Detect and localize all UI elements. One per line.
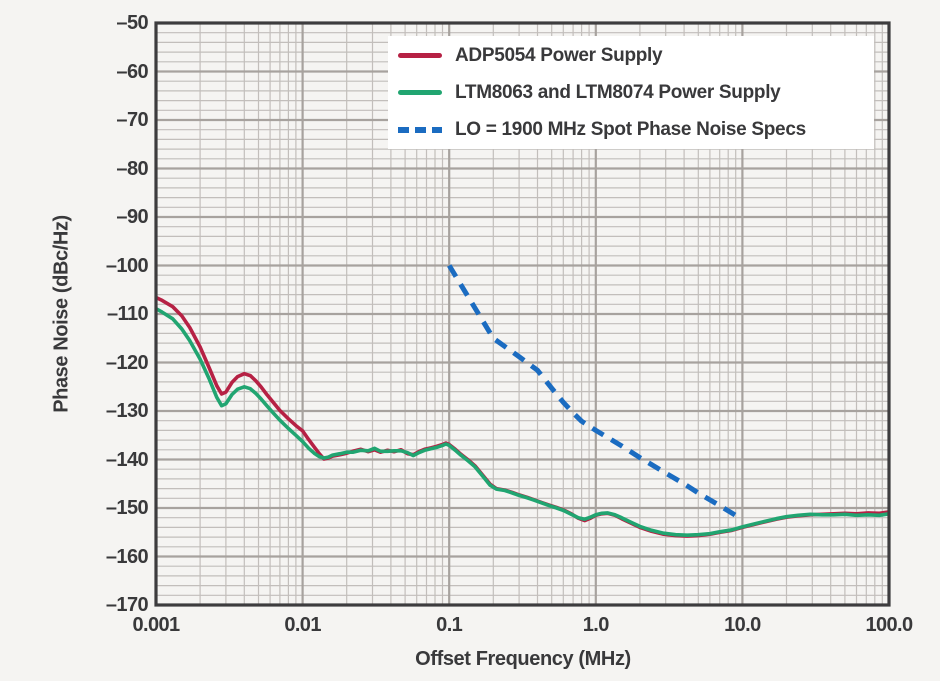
y-tick-label: –50 xyxy=(116,12,148,34)
dashed-line-swatch-icon xyxy=(398,126,442,133)
x-tick-label: 100.0 xyxy=(865,614,913,636)
y-tick-label: –110 xyxy=(107,303,149,325)
legend-item: ADP5054 Power Supply xyxy=(398,43,874,69)
y-axis-title: Phase Noise (dBc/Hz) xyxy=(50,215,73,413)
series-lo-spot-phase-noise-spec xyxy=(447,264,744,522)
y-tick-label: –130 xyxy=(105,400,149,422)
legend-item-label: ADP5054 Power Supply xyxy=(455,44,663,66)
y-tick-label: –170 xyxy=(105,594,149,616)
y-tick-label: –160 xyxy=(105,545,149,568)
legend-item: LO = 1900 MHz Spot Phase Noise Specs xyxy=(398,117,874,143)
legend: ADP5054 Power Supply LTM8063 and LTM8074 … xyxy=(388,36,874,149)
solid-line-swatch-icon xyxy=(398,53,442,58)
x-tick-label: 0.001 xyxy=(132,614,180,636)
y-tick-label: –140 xyxy=(105,448,149,471)
legend-item: LTM8063 and LTM8074 Power Supply xyxy=(398,80,874,106)
x-axis-title: Offset Frequency (MHz) xyxy=(415,648,631,670)
y-tick-label: –60 xyxy=(116,60,148,83)
y-tick-label: –120 xyxy=(105,351,149,374)
x-tick-label: 0.1 xyxy=(436,614,463,636)
x-tick-label: 0.01 xyxy=(284,614,321,636)
x-tick-label: 1.0 xyxy=(582,614,610,636)
y-tick-label: –100 xyxy=(105,254,149,277)
y-tick-label: –80 xyxy=(116,157,148,180)
solid-line-swatch-icon xyxy=(398,90,442,95)
x-tick-label: 10.0 xyxy=(724,614,761,636)
y-tick-label: –150 xyxy=(105,497,149,519)
plot-frame xyxy=(154,21,891,607)
legend-item-label: LO = 1900 MHz Spot Phase Noise Specs xyxy=(455,118,806,140)
legend-item-label: LTM8063 and LTM8074 Power Supply xyxy=(455,81,781,103)
series-ltm8063-ltm8074 xyxy=(155,307,890,537)
y-tick-label: –70 xyxy=(116,109,148,131)
y-tick-label: –90 xyxy=(116,206,148,228)
